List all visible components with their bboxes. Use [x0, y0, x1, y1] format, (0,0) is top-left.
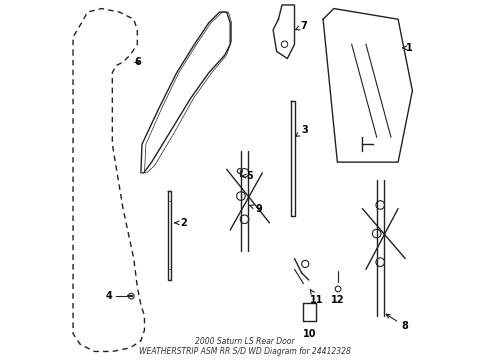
Text: 4: 4: [105, 291, 112, 301]
Text: 5: 5: [241, 171, 253, 181]
Text: 10: 10: [303, 329, 316, 339]
Text: 7: 7: [294, 21, 306, 31]
Text: 2: 2: [174, 218, 187, 228]
Text: 9: 9: [249, 203, 262, 213]
Text: 6: 6: [134, 57, 141, 67]
Text: 1: 1: [402, 43, 411, 53]
Text: 11: 11: [309, 289, 323, 305]
Text: 2000 Saturn LS Rear Door
WEATHERSTRIP ASM RR S/D WD Diagram for 24412328: 2000 Saturn LS Rear Door WEATHERSTRIP AS…: [138, 337, 350, 356]
Text: 12: 12: [331, 295, 344, 305]
Text: 8: 8: [386, 314, 408, 332]
Text: 3: 3: [295, 125, 308, 136]
